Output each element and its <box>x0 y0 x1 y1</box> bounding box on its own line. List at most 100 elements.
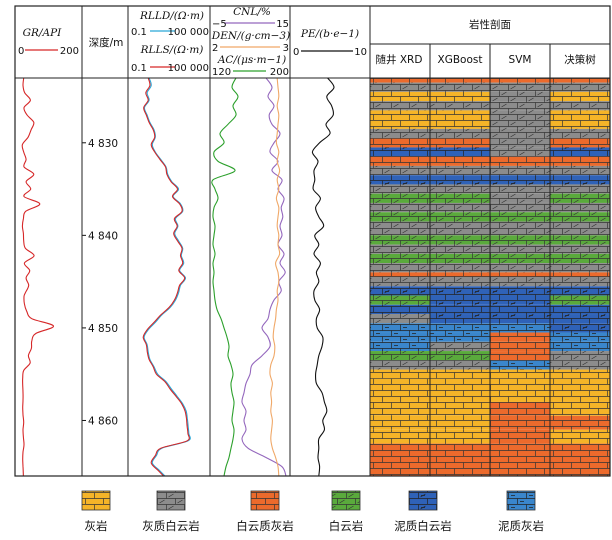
litho-interval <box>490 212 550 222</box>
litho-interval <box>550 193 610 203</box>
pe-curve <box>311 77 335 477</box>
litho-interval <box>430 263 490 273</box>
litho-interval <box>370 253 430 264</box>
litho-texture <box>490 351 550 361</box>
litho-interval <box>430 401 490 416</box>
litho-interval <box>490 429 550 444</box>
litho-interval <box>550 165 610 176</box>
litho-texture <box>550 165 610 176</box>
legend-item: 灰岩 <box>81 490 111 533</box>
litho-interval <box>490 244 550 254</box>
litho-texture <box>430 253 490 264</box>
litho-texture <box>430 235 490 245</box>
litho-texture <box>370 78 430 83</box>
litho-interval <box>370 101 430 111</box>
litho-texture <box>430 429 490 444</box>
litho-texture <box>490 277 550 287</box>
litho-interval <box>370 323 430 333</box>
litho-texture <box>490 415 550 430</box>
litho-texture <box>490 235 550 245</box>
cnl-curve <box>241 77 287 477</box>
litho-section-title: 岩性剖面 <box>469 18 511 31</box>
litho-interval <box>550 184 610 194</box>
litho-interval <box>370 110 430 129</box>
litho-interval <box>550 175 610 185</box>
litho-texture <box>490 369 550 379</box>
litho-col-tree-title: 决策树 <box>564 53 596 66</box>
litho-interval <box>430 314 490 324</box>
litho-interval <box>490 314 550 324</box>
litho-interval <box>370 91 430 102</box>
litho-interval <box>550 128 610 139</box>
litho-texture <box>370 91 430 102</box>
litho-texture <box>490 286 550 296</box>
litho-texture <box>550 351 610 361</box>
litho-interval <box>550 272 610 277</box>
gr-curve <box>21 77 55 477</box>
litho-interval <box>550 235 610 245</box>
litho-interval <box>430 332 490 342</box>
litho-interval <box>430 101 490 111</box>
litho-interval <box>550 82 610 92</box>
litho-texture <box>490 138 550 148</box>
litho-texture <box>550 147 610 157</box>
litho-interval <box>370 304 430 315</box>
litho-texture <box>490 175 550 185</box>
litho-interval <box>370 314 430 324</box>
litho-texture <box>550 202 610 213</box>
litho-texture <box>550 286 610 296</box>
litho-interval <box>430 138 490 148</box>
rlls-min-label: 0.1 <box>131 63 147 74</box>
litho-texture <box>430 277 490 287</box>
litho-interval <box>370 263 430 273</box>
litho-texture <box>370 369 430 379</box>
litho-interval <box>430 378 490 402</box>
litho-texture <box>370 341 430 352</box>
litho-interval <box>430 341 490 352</box>
litho-texture <box>370 429 430 444</box>
litho-texture <box>490 128 550 139</box>
litho-texture <box>370 277 430 287</box>
litho-interval <box>550 110 610 129</box>
litho-texture <box>550 193 610 203</box>
litho-texture <box>490 78 550 83</box>
litho-interval <box>550 263 610 273</box>
litho-texture <box>550 221 610 236</box>
litho-col-xrd-title: 随井 XRD <box>376 53 423 66</box>
litho-interval <box>370 235 430 245</box>
pe-title: PE/(b·e−1) <box>300 28 359 40</box>
gr-title: GR/API <box>23 27 62 39</box>
rlld-curve <box>143 77 191 477</box>
legend-label: 灰岩 <box>85 519 108 533</box>
litho-interval <box>490 78 550 83</box>
litho-interval <box>370 193 430 203</box>
litho-texture <box>550 341 610 352</box>
legend: 灰岩 灰质白云岩 白云质灰岩 白云岩 泥质白云岩 泥质灰岩 <box>81 490 544 533</box>
litho-interval <box>370 82 430 92</box>
litho-interval <box>370 184 430 194</box>
track-frames <box>14 5 611 477</box>
litho-texture <box>430 314 490 324</box>
legend-swatch-texture <box>251 491 279 510</box>
litho-interval <box>490 378 550 402</box>
legend-label: 泥质灰岩 <box>498 519 544 533</box>
litho-interval <box>490 221 550 236</box>
litho-col-xgboost-title: XGBoost <box>438 54 483 66</box>
litho-interval <box>370 212 430 222</box>
litho-interval <box>430 443 490 476</box>
litho-interval <box>550 443 610 476</box>
litho-texture <box>430 165 490 176</box>
litho-interval <box>430 369 490 379</box>
litho-interval <box>430 156 490 166</box>
legend-swatch-texture <box>157 491 185 510</box>
legend-swatch-texture <box>507 491 535 510</box>
litho-texture <box>550 332 610 342</box>
cnl-max-label: 15 <box>276 19 289 30</box>
litho-interval <box>490 415 550 430</box>
litho-interval <box>550 295 610 305</box>
cnl-min-label: −5 <box>212 19 227 30</box>
legend-swatch-texture <box>409 491 437 510</box>
litho-interval <box>430 165 490 176</box>
litho-texture <box>550 272 610 277</box>
